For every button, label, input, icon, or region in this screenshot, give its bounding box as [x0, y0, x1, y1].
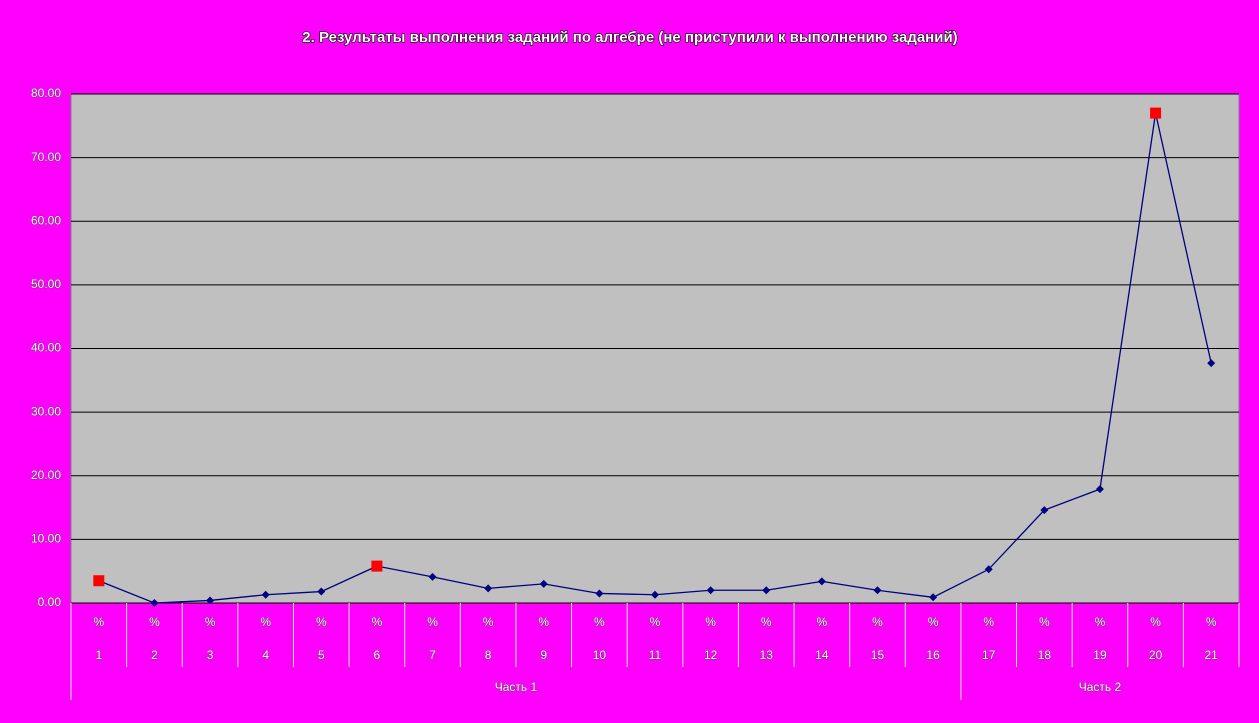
category-unit: %	[538, 615, 549, 629]
category-unit: %	[872, 615, 883, 629]
x-tick-label: 8	[485, 648, 492, 662]
point-marker	[1040, 506, 1049, 515]
y-tick-label: 50.00	[31, 277, 61, 291]
x-tick-label: 7	[429, 648, 436, 662]
x-tick-label: 10	[593, 648, 607, 662]
x-tick-label: 16	[926, 648, 940, 662]
x-tick-label: 20	[1149, 648, 1163, 662]
x-tick-label: 14	[815, 648, 829, 662]
y-tick-label: 80.00	[31, 86, 61, 100]
category-unit: %	[594, 615, 605, 629]
category-unit: %	[1206, 615, 1217, 629]
x-tick-label: 3	[207, 648, 214, 662]
highlight-marker	[1150, 107, 1162, 119]
category-unit: %	[260, 615, 271, 629]
point-marker	[817, 577, 826, 586]
highlight-marker	[93, 575, 105, 587]
x-tick-label: 4	[262, 648, 269, 662]
x-tick-label: 6	[374, 648, 381, 662]
point-marker	[1095, 485, 1104, 494]
category-unit: %	[1095, 615, 1106, 629]
x-tick-label: 9	[540, 648, 547, 662]
category-unit: %	[817, 615, 828, 629]
category-unit: %	[928, 615, 939, 629]
category-unit: %	[983, 615, 994, 629]
category-unit: %	[372, 615, 383, 629]
point-marker	[651, 590, 659, 599]
point-marker	[595, 589, 604, 598]
x-tick-label: 12	[704, 648, 718, 662]
y-tick-label: 60.00	[31, 213, 61, 227]
category-unit: %	[1150, 615, 1161, 629]
y-tick-label: 20.00	[31, 468, 61, 482]
category-unit: %	[149, 615, 160, 629]
category-unit: %	[316, 615, 327, 629]
category-unit: %	[427, 615, 438, 629]
point-marker	[1207, 359, 1216, 368]
group-label: Часть 1	[495, 680, 538, 694]
point-marker	[929, 593, 938, 602]
x-tick-label: 1	[95, 648, 102, 662]
point-marker	[150, 599, 159, 607]
x-tick-label: 18	[1038, 648, 1052, 662]
highlight-marker	[371, 560, 383, 572]
x-tick-label: 15	[871, 648, 885, 662]
point-marker	[706, 586, 715, 595]
category-unit: %	[761, 615, 772, 629]
point-marker	[206, 596, 215, 605]
y-tick-label: 40.00	[31, 341, 61, 355]
category-unit: %	[650, 615, 661, 629]
chart-title: 2. Результаты выполнения заданий по алге…	[302, 29, 957, 46]
x-tick-label: 13	[760, 648, 774, 662]
y-tick-label: 0.00	[38, 595, 62, 609]
category-unit: %	[205, 615, 216, 629]
point-marker	[873, 586, 882, 595]
group-label: Часть 2	[1079, 680, 1122, 694]
point-marker	[317, 587, 326, 596]
point-marker	[261, 590, 270, 599]
x-tick-label: 17	[982, 648, 996, 662]
category-unit: %	[483, 615, 494, 629]
point-marker	[428, 572, 437, 581]
x-tick-label: 11	[649, 648, 662, 662]
x-tick-label: 5	[318, 648, 325, 662]
point-marker	[984, 565, 993, 574]
y-tick-label: 10.00	[31, 532, 61, 546]
y-tick-label: 70.00	[31, 150, 61, 164]
point-marker	[762, 586, 771, 595]
point-marker	[484, 584, 493, 593]
x-tick-label: 21	[1205, 648, 1219, 662]
category-unit: %	[1039, 615, 1050, 629]
category-unit: %	[705, 615, 716, 629]
category-unit: %	[93, 615, 104, 629]
y-tick-label: 30.00	[31, 404, 61, 418]
x-tick-label: 2	[151, 648, 158, 662]
x-tick-label: 19	[1093, 648, 1107, 662]
point-marker	[539, 579, 548, 588]
